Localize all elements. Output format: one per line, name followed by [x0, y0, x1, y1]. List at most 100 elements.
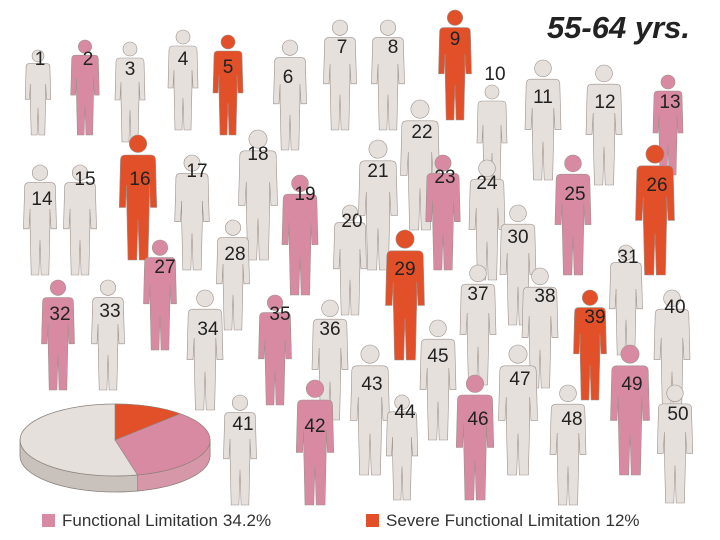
person	[385, 394, 419, 501]
person-body	[585, 83, 623, 186]
person-label: 25	[564, 184, 585, 205]
person-body	[610, 365, 650, 476]
pie-slice	[114, 413, 211, 476]
person	[350, 344, 390, 476]
person	[419, 319, 457, 441]
person-label: 23	[434, 167, 455, 188]
person-label: 29	[394, 259, 415, 280]
person	[524, 59, 562, 181]
person-body	[468, 178, 506, 281]
person-label: 30	[507, 227, 528, 248]
person-head	[564, 154, 582, 173]
person-body	[635, 165, 675, 276]
person-head	[341, 204, 358, 221]
person-label: 5	[223, 57, 234, 78]
person	[635, 144, 675, 276]
person-label: 1	[35, 49, 46, 70]
person-label: 35	[269, 304, 290, 325]
person-label: 17	[186, 161, 207, 182]
person-head	[595, 64, 613, 83]
person-head	[248, 129, 268, 149]
person-body	[419, 338, 457, 441]
person	[118, 134, 158, 261]
person-body	[295, 399, 335, 506]
person	[212, 34, 244, 136]
person-body	[323, 37, 357, 131]
person-body	[174, 173, 210, 271]
person-label: 15	[74, 169, 95, 190]
person-label: 37	[467, 284, 488, 305]
person	[455, 374, 495, 501]
person-head	[78, 39, 92, 54]
person-head	[469, 264, 487, 283]
person-label: 9	[450, 29, 461, 50]
person-label: 3	[125, 59, 136, 80]
person-head	[645, 144, 665, 164]
person	[41, 279, 75, 391]
person-head	[225, 219, 242, 236]
person-head	[531, 267, 549, 286]
person-label: 47	[509, 369, 530, 390]
person-body	[91, 297, 125, 391]
person-body	[258, 312, 292, 406]
person	[610, 344, 650, 476]
person-label: 41	[232, 414, 253, 435]
person-head	[478, 159, 496, 178]
person-head	[559, 384, 577, 403]
person-head	[291, 174, 309, 193]
person-label: 6	[283, 67, 294, 88]
person-body	[70, 54, 100, 136]
person-body	[609, 262, 643, 356]
person-head	[379, 19, 396, 36]
person	[333, 204, 367, 316]
person-head	[183, 154, 201, 172]
person-body	[167, 45, 199, 131]
person-label: 18	[247, 144, 268, 165]
person-body	[371, 37, 405, 131]
person	[174, 154, 210, 271]
person	[143, 239, 177, 351]
person-head	[152, 239, 169, 256]
person-head	[446, 9, 463, 26]
person	[24, 49, 52, 136]
person-body	[114, 57, 146, 143]
person	[167, 29, 199, 131]
person-body	[573, 307, 607, 401]
person	[63, 164, 97, 276]
person-label: 45	[427, 346, 448, 367]
person	[186, 289, 224, 411]
person-label: 50	[667, 404, 688, 425]
person-body	[216, 237, 250, 331]
person	[573, 289, 607, 401]
person-body	[23, 182, 57, 276]
person-body	[656, 403, 694, 504]
person-head	[321, 299, 339, 318]
person-head	[617, 244, 634, 261]
person-body	[549, 403, 587, 506]
person-label: 36	[319, 319, 340, 340]
person-head	[31, 49, 45, 63]
person-label: 34	[197, 319, 219, 340]
person	[70, 39, 100, 136]
person-head	[100, 279, 117, 296]
person-body	[24, 63, 52, 136]
person	[425, 154, 461, 271]
person-head	[31, 164, 48, 181]
person	[585, 64, 623, 186]
person-head	[620, 344, 640, 364]
person-label: 26	[646, 175, 667, 196]
person-label: 2	[83, 49, 94, 70]
person-body	[524, 78, 562, 181]
person-label: 11	[533, 87, 553, 108]
person-label: 43	[361, 374, 382, 395]
person-head	[429, 319, 447, 338]
person-label: 39	[584, 307, 605, 328]
person-head	[360, 344, 380, 364]
person-label: 24	[476, 173, 498, 194]
person-body	[118, 154, 158, 261]
person-head	[72, 164, 89, 181]
person-body	[223, 412, 257, 506]
person	[549, 384, 587, 506]
person-label: 49	[621, 374, 642, 395]
person-head	[660, 74, 676, 90]
